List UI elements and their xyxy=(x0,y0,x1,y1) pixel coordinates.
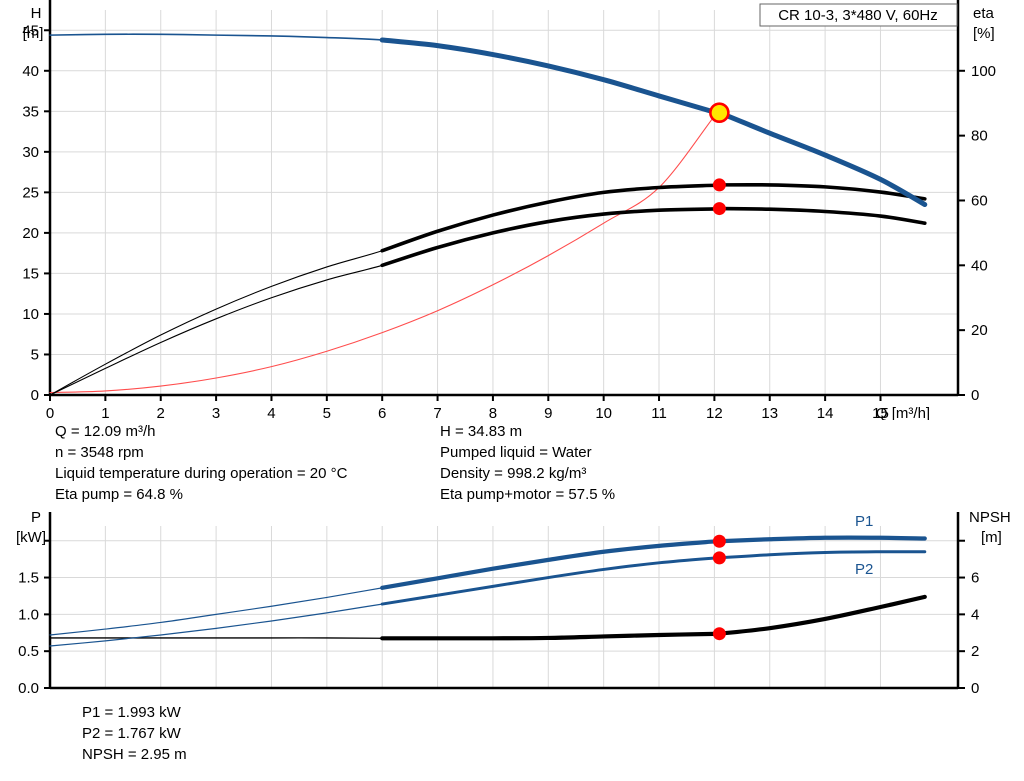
x-axis-tick-label: 10 xyxy=(595,405,612,420)
y-axis-left-tick-label: 35 xyxy=(22,103,39,120)
y-axis-right-unit: [%] xyxy=(973,25,995,42)
x-axis-tick-label: 4 xyxy=(267,405,275,420)
y-axis-right-tick-label: 0 xyxy=(971,680,979,697)
x-axis-title: Q [m³/h] xyxy=(876,405,930,420)
y-axis-right-tick-label: 4 xyxy=(971,606,979,623)
y-axis-left-tick-label: 0.0 xyxy=(18,680,39,697)
x-axis-tick-label: 9 xyxy=(544,405,552,420)
power-duty-marker xyxy=(712,627,726,641)
y-axis-left-tick-label: 15 xyxy=(22,265,39,282)
chart-title-box xyxy=(759,3,958,27)
y-axis-right-tick-label: 20 xyxy=(971,322,988,339)
y-axis-right-title: eta xyxy=(973,5,995,22)
y-axis-right-tick-label: 0 xyxy=(971,387,979,404)
duty-point-marker[interactable] xyxy=(709,102,730,123)
result-eta-pump: Eta pump = 64.8 % xyxy=(55,486,183,503)
result-density: Density = 998.2 kg/m³ xyxy=(440,465,587,482)
p1-curve-label: P1 xyxy=(855,513,873,530)
top-results-column-right: H = 34.83 m Pumped liquid = Water Densit… xyxy=(440,421,615,505)
power-duty-marker xyxy=(712,534,726,548)
p1-curve-bold xyxy=(380,535,927,590)
eta-pump-motor-curve-bold xyxy=(380,206,927,268)
y-axis-right-tick-label: 6 xyxy=(971,570,979,587)
y-axis-left-unit: [kW] xyxy=(16,529,46,546)
p2-curve-thin xyxy=(49,551,926,647)
head-curve-thin xyxy=(49,33,926,206)
y-axis-right-tick-label: 60 xyxy=(971,192,988,209)
x-axis-tick-label: 13 xyxy=(761,405,778,420)
y-axis-left-tick-label: 10 xyxy=(22,306,39,323)
y-axis-left-title: P xyxy=(31,509,41,526)
y-axis-left-tick-label: 0.5 xyxy=(18,643,39,660)
result-pumped-liquid: Pumped liquid = Water xyxy=(440,444,592,461)
result-n: n = 3548 rpm xyxy=(55,444,144,461)
x-axis-tick-label: 5 xyxy=(323,405,331,420)
eta-pump-curve-bold xyxy=(380,182,927,253)
y-axis-left-tick-label: 40 xyxy=(22,63,39,80)
efficiency-duty-marker xyxy=(712,202,726,216)
eta-pump-motor-curve-thin xyxy=(49,208,926,396)
efficiency-duty-marker xyxy=(712,178,726,192)
x-axis-tick-label: 2 xyxy=(157,405,165,420)
x-axis-tick-label: 12 xyxy=(706,405,723,420)
y-axis-left-unit: [m] xyxy=(23,25,44,42)
y-axis-left-tick-label: 25 xyxy=(22,184,39,201)
y-axis-right-tick-label: 80 xyxy=(971,128,988,145)
chart-title-text: CR 10-3, 3*480 V, 60Hz xyxy=(778,7,938,24)
x-axis-tick-label: 14 xyxy=(817,405,834,420)
power-duty-marker xyxy=(712,551,726,565)
result-p2: P2 = 1.767 kW xyxy=(82,725,181,742)
bottom-results-block: P1 = 1.993 kW P2 = 1.767 kW NPSH = 2.95 … xyxy=(82,702,582,765)
head-curve-bold xyxy=(379,37,928,208)
x-axis-tick-label: 1 xyxy=(101,405,109,420)
result-h: H = 34.83 m xyxy=(440,423,523,440)
y-axis-right-title: NPSH xyxy=(969,509,1011,526)
y-axis-left-tick-label: 0 xyxy=(31,387,39,404)
top-results-column-left: Q = 12.09 m³/h n = 3548 rpm Liquid tempe… xyxy=(55,421,440,505)
top-results-block: Q = 12.09 m³/h n = 3548 rpm Liquid tempe… xyxy=(55,421,955,505)
y-axis-right-unit: [m] xyxy=(981,529,1002,546)
x-axis-tick-label: 3 xyxy=(212,405,220,420)
x-axis-tick-label: 8 xyxy=(489,405,497,420)
result-q: Q = 12.09 m³/h xyxy=(55,423,156,440)
x-axis-tick-label: 15 xyxy=(872,405,889,420)
result-liquid-temperature: Liquid temperature during operation = 20… xyxy=(55,465,348,482)
p2-curve-label: P2 xyxy=(855,561,873,578)
y-axis-right-tick-label: 100 xyxy=(971,63,996,80)
result-p1: P1 = 1.993 kW xyxy=(82,704,181,721)
y-axis-left-tick-label: 1.0 xyxy=(18,606,39,623)
y-axis-left-title: H xyxy=(31,5,42,22)
y-axis-right-tick-label: 40 xyxy=(971,257,988,274)
y-axis-left-tick-label: 45 xyxy=(22,22,39,39)
y-axis-right-tick-label: 2 xyxy=(971,643,979,660)
result-npsh: NPSH = 2.95 m xyxy=(82,746,187,763)
power-npsh-chart: 0.0 0.5 1.0 1.5 0 2 4 6 P [kW] NPSH [m] P1 P2 xyxy=(0,508,1024,698)
x-axis-tick-label: 11 xyxy=(651,405,667,420)
y-axis-left-tick-label: 5 xyxy=(31,346,39,363)
x-axis-tick-label: 6 xyxy=(378,405,386,420)
p2-curve-bold xyxy=(380,550,927,606)
x-axis-tick-label: 7 xyxy=(433,405,441,420)
x-axis-tick-label: 0 xyxy=(46,405,54,420)
y-axis-left-tick-label: 30 xyxy=(22,144,39,161)
y-axis-left-tick-label: 20 xyxy=(22,225,39,242)
y-axis-left-tick-label: 1.5 xyxy=(18,570,39,587)
result-eta-pump-motor: Eta pump+motor = 57.5 % xyxy=(440,486,616,503)
head-efficiency-chart: 0 5 10 15 20 25 30 35 40 45 0 20 40 60 80 100 0 1 2 3 4 5 6 7 8 9… xyxy=(22,0,996,420)
npsh-curve-bold xyxy=(380,594,927,641)
